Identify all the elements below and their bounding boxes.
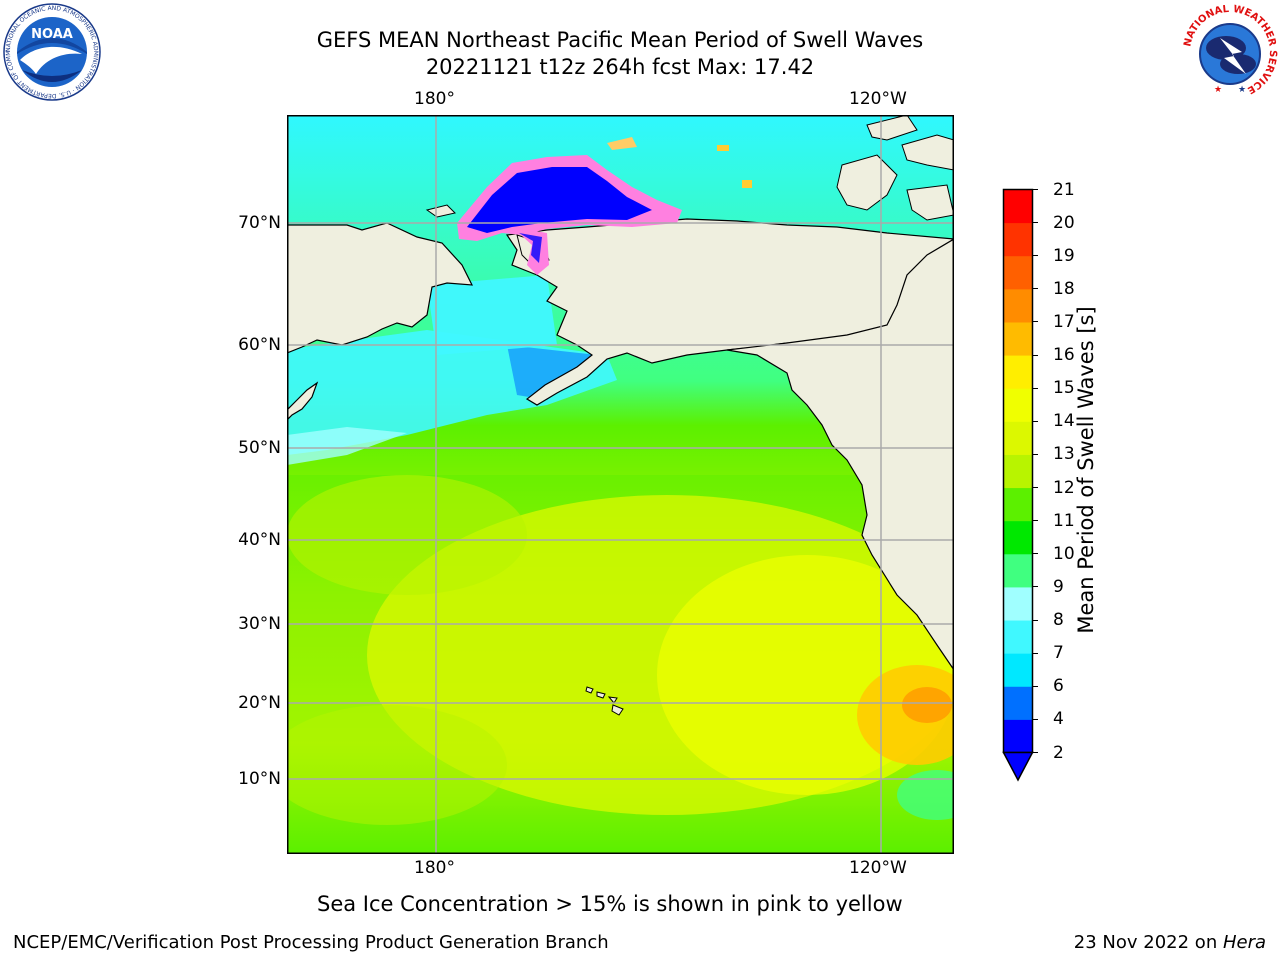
colorbar-segment bbox=[1003, 321, 1033, 356]
colorbar-tick-label: 16 bbox=[1053, 345, 1075, 366]
footer-branch: NCEP/EMC/Verification Post Processing Pr… bbox=[13, 932, 609, 953]
y-tick-30n: 30°N bbox=[238, 614, 281, 634]
colorbar-segment bbox=[1003, 222, 1033, 257]
y-tick-10n: 10°N bbox=[238, 769, 281, 789]
colorbar-tick-label: 4 bbox=[1053, 709, 1064, 730]
colorbar-tick-label: 7 bbox=[1053, 643, 1064, 664]
colorbar-segment bbox=[1003, 421, 1033, 455]
footer-date: 23 Nov 2022 on Hera bbox=[1074, 932, 1266, 954]
colorbar bbox=[1002, 188, 1034, 782]
colorbar-segment bbox=[1003, 653, 1033, 687]
svg-text:★: ★ bbox=[1238, 85, 1246, 95]
colorbar-segment bbox=[1003, 620, 1033, 654]
colorbar-tick-mark bbox=[1032, 652, 1038, 654]
x-tick-bottom-180: 180° bbox=[414, 858, 455, 878]
colorbar-tick-mark bbox=[1032, 586, 1038, 588]
colorbar-tick-label: 11 bbox=[1053, 510, 1075, 531]
colorbar-segment bbox=[1003, 355, 1033, 389]
colorbar-tick-label: 13 bbox=[1053, 444, 1075, 465]
alaska-land bbox=[505, 218, 954, 406]
svg-text:NOAA: NOAA bbox=[31, 27, 73, 42]
x-tick-top-120w: 120°W bbox=[849, 89, 907, 109]
colorbar-segment bbox=[1003, 454, 1033, 489]
siberia-land bbox=[287, 222, 474, 354]
colorbar-tick-mark bbox=[1032, 387, 1038, 389]
colorbar-segment bbox=[1003, 288, 1033, 323]
colorbar-tick-label: 2 bbox=[1053, 742, 1064, 763]
colorbar-tick-label: 14 bbox=[1053, 411, 1075, 432]
colorbar-tick-mark bbox=[1032, 520, 1038, 522]
colorbar-tick-mark bbox=[1032, 420, 1038, 422]
colorbar-tick-label: 10 bbox=[1053, 543, 1075, 564]
colorbar-tick-label: 18 bbox=[1053, 278, 1075, 299]
north-america-land bbox=[726, 238, 954, 672]
colorbar-segment bbox=[1003, 586, 1033, 621]
colorbar-tick-label: 9 bbox=[1053, 576, 1064, 597]
colorbar-tick-mark bbox=[1032, 222, 1038, 224]
colorbar-tick-mark bbox=[1032, 685, 1038, 687]
map-panel bbox=[287, 115, 954, 854]
y-tick-50n: 50°N bbox=[238, 438, 281, 458]
footer-machine: Hera bbox=[1222, 932, 1266, 953]
map-title: GEFS MEAN Northeast Pacific Mean Period … bbox=[316, 28, 924, 52]
colorbar-tick-mark bbox=[1032, 453, 1038, 455]
colorbar-tick-label: 15 bbox=[1053, 378, 1075, 399]
colorbar-segment bbox=[1003, 719, 1033, 753]
colorbar-extend-triangle bbox=[1002, 751, 1034, 782]
colorbar-segment bbox=[1003, 255, 1033, 290]
colorbar-segment bbox=[1003, 189, 1033, 224]
colorbar-segment bbox=[1003, 686, 1033, 720]
colorbar-tick-mark bbox=[1032, 255, 1038, 257]
colorbar-tick-mark bbox=[1032, 321, 1038, 323]
y-tick-40n: 40°N bbox=[238, 530, 281, 550]
colorbar-label: Mean Period of Swell Waves [s] bbox=[1074, 306, 1098, 634]
colorbar-segment bbox=[1003, 553, 1033, 588]
colorbar-tick-label: 20 bbox=[1053, 212, 1075, 233]
colorbar-segment bbox=[1003, 520, 1033, 555]
noaa-logo: NATIONAL OCEANIC AND ATMOSPHERIC ADMINIS… bbox=[0, 0, 102, 102]
map-subtitle: 20221121 t12z 264h fcst Max: 17.42 bbox=[425, 55, 815, 79]
svg-text:★: ★ bbox=[1214, 85, 1222, 95]
footer-date-text: 23 Nov 2022 on bbox=[1073, 932, 1223, 953]
colorbar-segments bbox=[1003, 189, 1033, 753]
y-tick-60n: 60°N bbox=[238, 335, 281, 355]
colorbar-tick-mark bbox=[1032, 752, 1038, 753]
x-tick-top-180: 180° bbox=[414, 89, 455, 109]
colorbar-tick-mark bbox=[1032, 718, 1038, 720]
hawaii-islands bbox=[585, 686, 624, 716]
colorbar-tick-mark bbox=[1032, 487, 1038, 489]
y-tick-20n: 20°N bbox=[238, 693, 281, 713]
graticule bbox=[287, 115, 954, 854]
colorbar-segment bbox=[1003, 487, 1033, 522]
colorbar-tick-label: 6 bbox=[1053, 676, 1064, 697]
colorbar-segment bbox=[1003, 388, 1033, 422]
sea-ice-core bbox=[467, 167, 652, 233]
colorbar-tick-label: 21 bbox=[1053, 179, 1075, 200]
colorbar-tick-label: 8 bbox=[1053, 610, 1064, 631]
sea-ice-note: Sea Ice Concentration > 15% is shown in … bbox=[317, 892, 903, 916]
y-tick-70n: 70°N bbox=[238, 213, 281, 233]
colorbar-tick-label: 17 bbox=[1053, 311, 1075, 332]
colorbar-tick-label: 19 bbox=[1053, 245, 1075, 266]
colorbar-tick-mark bbox=[1032, 553, 1038, 555]
colorbar-tick-label: 12 bbox=[1053, 477, 1075, 498]
colorbar-tick-mark bbox=[1032, 189, 1038, 190]
colorbar-tick-mark bbox=[1032, 354, 1038, 356]
colorbar-tick-mark bbox=[1032, 619, 1038, 621]
nws-logo: NATIONAL WEATHER SERVICE ★ ★ bbox=[1180, 2, 1280, 102]
x-tick-bottom-120w: 120°W bbox=[849, 858, 907, 878]
colorbar-tick-mark bbox=[1032, 288, 1038, 290]
